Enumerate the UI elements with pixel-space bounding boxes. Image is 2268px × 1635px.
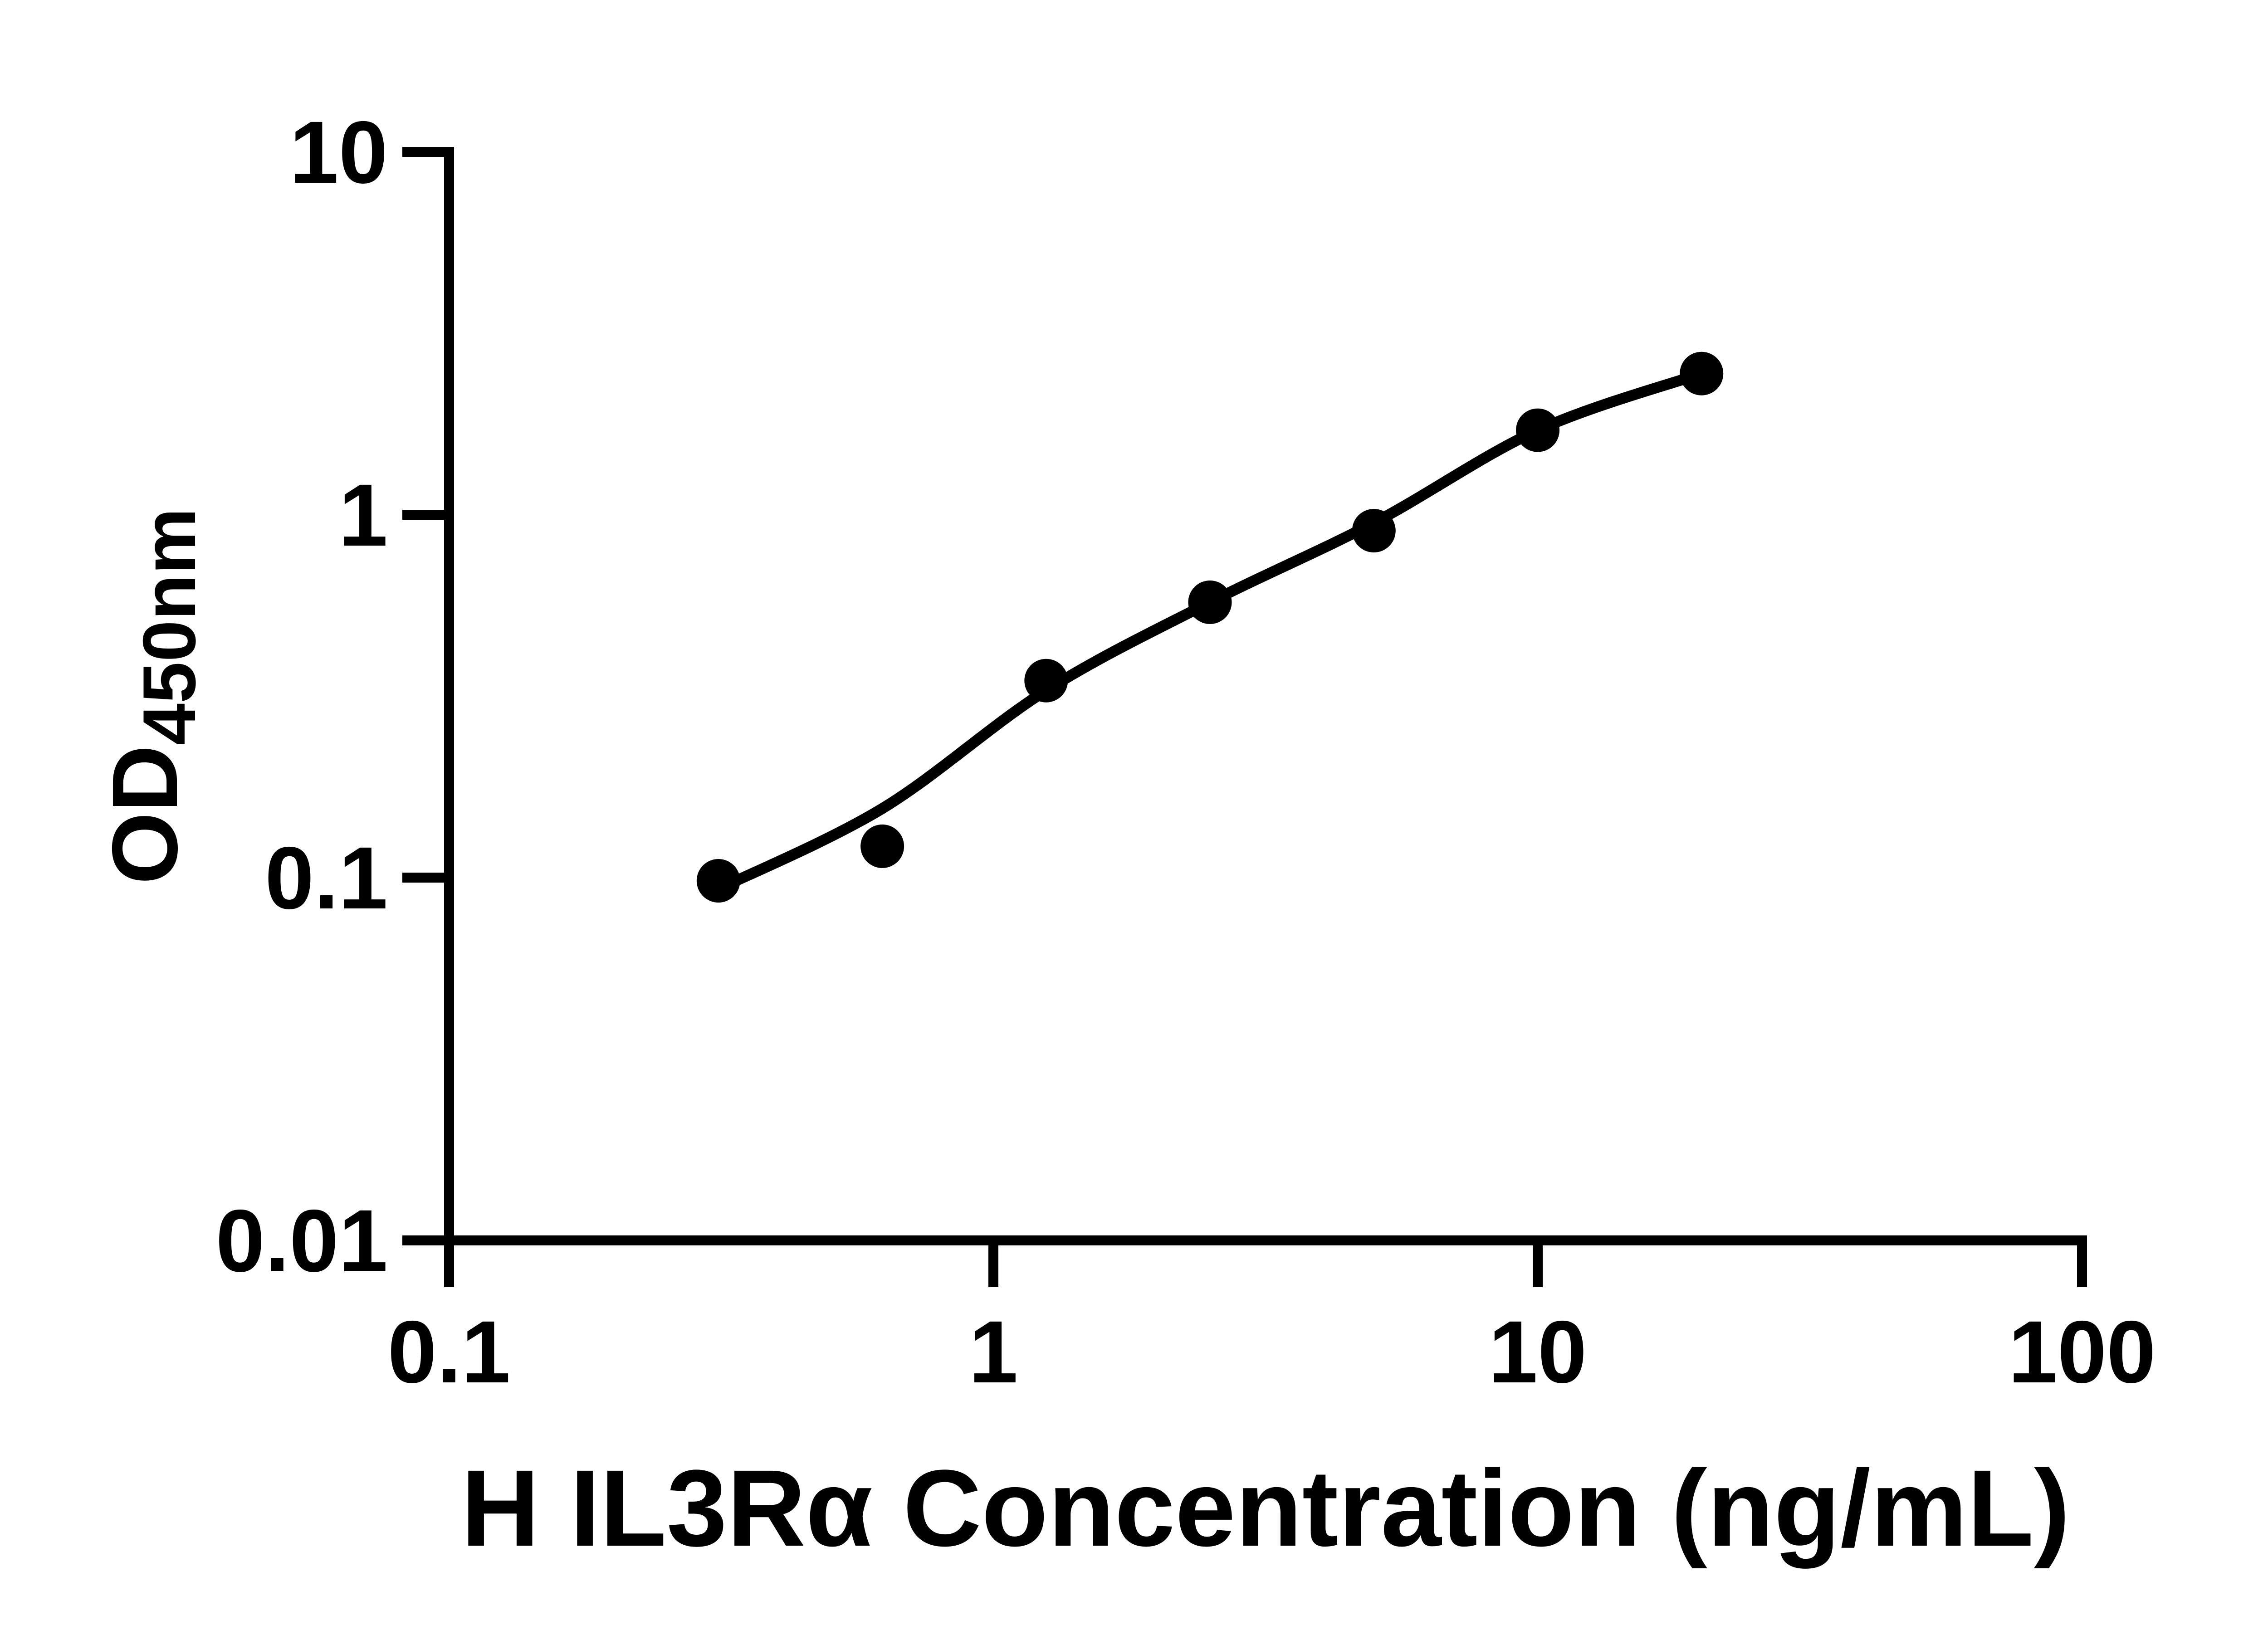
od-label-main: OD bbox=[93, 745, 197, 885]
data-point bbox=[1188, 580, 1232, 624]
x-tick-label: 10 bbox=[1489, 1303, 1587, 1401]
y-tick-label: 0.01 bbox=[215, 1191, 388, 1290]
data-point bbox=[1680, 351, 1724, 395]
plot-area: 0.1 1 10 100 0.01 0.1 1 10 bbox=[215, 103, 2156, 1401]
fit-curve bbox=[713, 368, 1707, 895]
y-tick-label: 0.1 bbox=[265, 829, 388, 927]
y-tick-label: 1 bbox=[339, 466, 388, 565]
data-point bbox=[1352, 509, 1396, 553]
data-point bbox=[1516, 408, 1559, 452]
x-tick-label: 100 bbox=[2008, 1303, 2156, 1401]
x-tick-label: 1 bbox=[969, 1303, 1018, 1401]
y-axis-title: OD450nm bbox=[93, 508, 211, 884]
x-tick-label: 0.1 bbox=[387, 1303, 510, 1401]
y-tick-label: 10 bbox=[289, 103, 388, 202]
data-point bbox=[860, 824, 904, 868]
data-point bbox=[696, 859, 740, 903]
data-point bbox=[1024, 659, 1068, 703]
x-axis-title: H IL3Rα Concentration (ng/mL) bbox=[461, 1447, 2070, 1569]
od-label-subscript: 450nm bbox=[127, 508, 211, 745]
